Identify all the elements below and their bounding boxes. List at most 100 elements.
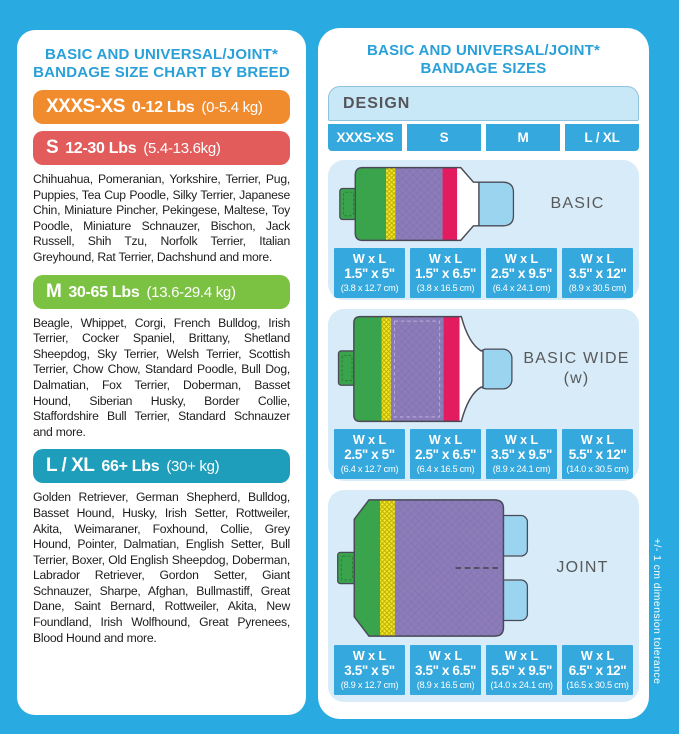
breed-list-medium: Beagle, Whippet, Corgi, French Bulldog, … — [33, 315, 290, 439]
section-joint: JOINT W x L 3.5" x 5" (8.9 x 12.7 cm) W … — [328, 490, 639, 702]
size-badge-s: S 12-30 Lbs (5.4-13.6kg) — [33, 131, 290, 165]
size-inches: 5.5" x 9.5" — [491, 663, 552, 678]
breed-list-large: Golden Retriever, German Shepherd, Bulld… — [33, 490, 290, 645]
size-cm: (14.0 x 24.1 cm) — [490, 680, 553, 690]
badge-size-label: L / XL — [46, 455, 95, 477]
right-title-line2: BANDAGE SIZES — [420, 60, 547, 77]
size-dim-label: W x L — [428, 649, 463, 663]
section-name: JOINT — [556, 558, 609, 576]
dimension-tolerance-note: +/- 1 cm dimension tolerance — [651, 538, 663, 685]
size-cell: W x L 3.5" x 6.5" (8.9 x 16.5 cm) — [410, 645, 481, 695]
size-cell: W x L 3.5" x 9.5" (8.9 x 24.1 cm) — [486, 429, 557, 479]
size-inches: 3.5" x 9.5" — [491, 447, 552, 462]
column-header-l-xl: L / XL — [565, 124, 639, 151]
size-cell: W x L 2.5" x 9.5" (6.4 x 24.1 cm) — [486, 248, 557, 298]
size-inches: 2.5" x 9.5" — [491, 266, 552, 281]
badge-lbs: 66+ Lbs — [101, 458, 160, 476]
design-table-header: DESIGN — [328, 86, 639, 121]
basic-size-row: W x L 1.5" x 5" (3.8 x 12.7 cm) W x L 1.… — [334, 248, 633, 298]
size-cm: (3.8 x 16.5 cm) — [416, 283, 475, 293]
left-title-line1: BASIC AND UNIVERSAL/JOINT* — [45, 46, 278, 63]
size-cell: W x L 3.5" x 12" (8.9 x 30.5 cm) — [562, 248, 633, 298]
size-cm: (6.4 x 24.1 cm) — [492, 283, 551, 293]
section-label-basic: BASIC — [522, 194, 633, 214]
size-cell: W x L 1.5" x 6.5" (3.8 x 16.5 cm) — [410, 248, 481, 298]
section-basic-wide: BASIC WIDE (w) W x L 2.5" x 5" (6.4 x 12… — [328, 309, 639, 481]
size-cm: (8.9 x 24.1 cm) — [492, 464, 551, 474]
column-header-xxxs-xs: XXXS-XS — [328, 124, 402, 151]
breed-chart-panel: BASIC AND UNIVERSAL/JOINT* BANDAGE SIZE … — [17, 30, 306, 715]
bandage-sizes-panel: BASIC AND UNIVERSAL/JOINT* BANDAGE SIZES… — [318, 28, 649, 719]
size-inches: 1.5" x 5" — [344, 266, 395, 281]
size-cm: (6.4 x 12.7 cm) — [340, 464, 399, 474]
badge-kg: (5.4-13.6kg) — [143, 140, 221, 157]
section-name: BASIC — [550, 195, 605, 212]
column-header-s: S — [407, 124, 481, 151]
section-label-basic-wide: BASIC WIDE (w) — [520, 349, 633, 389]
section-name: BASIC WIDE — [523, 350, 630, 367]
size-badge-xxxs-xs: XXXS-XS 0-12 Lbs (0-5.4 kg) — [33, 90, 290, 124]
size-cm: (8.9 x 16.5 cm) — [416, 680, 475, 690]
badge-size-label: M — [46, 280, 62, 302]
column-header-m: M — [486, 124, 560, 151]
basic-wide-bandage-illustration — [337, 315, 513, 423]
basic-bandage-illustration — [339, 166, 515, 242]
size-inches: 5.5" x 12" — [568, 447, 627, 462]
badge-size-label: S — [46, 137, 59, 158]
size-badge-m: M 30-65 Lbs (13.6-29.4 kg) — [33, 274, 290, 309]
size-dim-label: W x L — [504, 252, 539, 266]
size-cm: (16.5 x 30.5 cm) — [566, 680, 629, 690]
size-inches: 3.5" x 5" — [344, 663, 395, 678]
basic-wide-size-row: W x L 2.5" x 5" (6.4 x 12.7 cm) W x L 2.… — [334, 429, 633, 479]
size-cell: W x L 5.5" x 9.5" (14.0 x 24.1 cm) — [486, 645, 557, 695]
size-dim-label: W x L — [428, 252, 463, 266]
size-dim-label: W x L — [580, 252, 615, 266]
size-inches: 3.5" x 6.5" — [415, 663, 476, 678]
size-badge-l-xl: L / XL 66+ Lbs (30+ kg) — [33, 449, 290, 484]
badge-kg: (30+ kg) — [166, 458, 220, 476]
size-cell: W x L 6.5" x 12" (16.5 x 30.5 cm) — [562, 645, 633, 695]
design-column-headers: XXXS-XS S M L / XL — [328, 124, 639, 151]
size-cm: (14.0 x 30.5 cm) — [566, 464, 629, 474]
section-label-joint: JOINT — [532, 558, 633, 578]
left-title-line2: BANDAGE SIZE CHART BY BREED — [33, 64, 290, 81]
size-inches: 2.5" x 5" — [344, 447, 395, 462]
section-basic: BASIC W x L 1.5" x 5" (3.8 x 12.7 cm) W … — [328, 160, 639, 300]
size-cm: (8.9 x 12.7 cm) — [340, 680, 399, 690]
size-cell: W x L 5.5" x 12" (14.0 x 30.5 cm) — [562, 429, 633, 479]
size-cell: W x L 2.5" x 6.5" (6.4 x 16.5 cm) — [410, 429, 481, 479]
size-cell: W x L 1.5" x 5" (3.8 x 12.7 cm) — [334, 248, 405, 298]
size-dim-label: W x L — [504, 433, 539, 447]
badge-kg: (13.6-29.4 kg) — [146, 283, 236, 301]
size-cell: W x L 3.5" x 5" (8.9 x 12.7 cm) — [334, 645, 405, 695]
size-cm: (8.9 x 30.5 cm) — [568, 283, 627, 293]
size-dim-label: W x L — [352, 433, 387, 447]
size-dim-label: W x L — [504, 649, 539, 663]
section-name2: (w) — [563, 370, 590, 387]
joint-size-row: W x L 3.5" x 5" (8.9 x 12.7 cm) W x L 3.… — [334, 645, 633, 695]
joint-illustration-row: JOINT — [328, 490, 639, 643]
badge-lbs: 30-65 Lbs — [68, 283, 140, 301]
badge-lbs: 12-30 Lbs — [65, 140, 137, 157]
breed-list-small: Chihuahua, Pomeranian, Yorkshire, Terrie… — [33, 172, 290, 264]
size-dim-label: W x L — [352, 649, 387, 663]
size-cm: (3.8 x 12.7 cm) — [340, 283, 399, 293]
right-title-line1: BASIC AND UNIVERSAL/JOINT* — [367, 42, 600, 59]
size-inches: 1.5" x 6.5" — [415, 266, 476, 281]
basic-illustration-row: BASIC — [328, 160, 639, 246]
left-panel-title: BASIC AND UNIVERSAL/JOINT* BANDAGE SIZE … — [33, 46, 290, 82]
design-label: DESIGN — [343, 94, 411, 112]
size-cell: W x L 2.5" x 5" (6.4 x 12.7 cm) — [334, 429, 405, 479]
size-inches: 3.5" x 12" — [568, 266, 627, 281]
size-inches: 6.5" x 12" — [568, 663, 627, 678]
size-inches: 2.5" x 6.5" — [415, 447, 476, 462]
badge-kg: (0-5.4 kg) — [201, 99, 263, 116]
size-cm: (6.4 x 16.5 cm) — [416, 464, 475, 474]
size-dim-label: W x L — [580, 649, 615, 663]
size-dim-label: W x L — [580, 433, 615, 447]
size-dim-label: W x L — [352, 252, 387, 266]
badge-lbs: 0-12 Lbs — [131, 99, 195, 116]
size-dim-label: W x L — [428, 433, 463, 447]
badge-size-label: XXXS-XS — [46, 96, 125, 117]
